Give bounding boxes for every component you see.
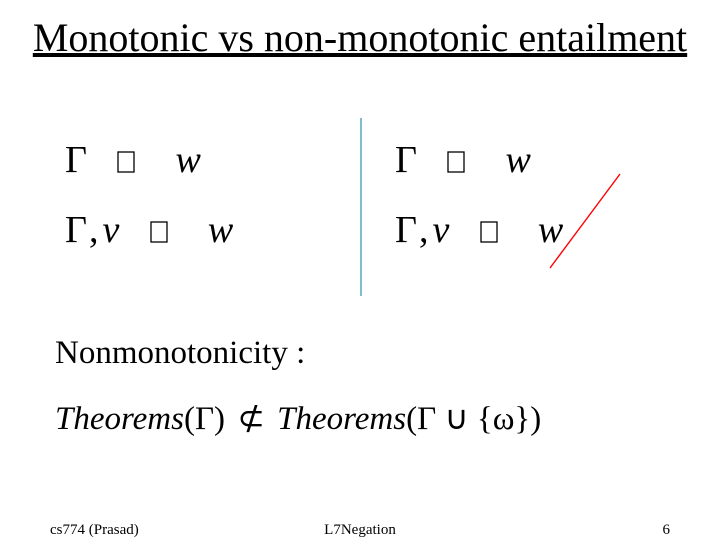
not-subset-symbol: ⊄	[233, 398, 269, 438]
entails-icon	[478, 211, 500, 255]
entails-icon	[148, 211, 170, 255]
nonmono-row-2: Γ,v w	[395, 208, 675, 255]
footer-page-number: 6	[663, 522, 671, 539]
mono-row-2: Γ,v w	[65, 208, 325, 255]
entails-icon	[445, 141, 467, 185]
gamma-symbol: Γ	[65, 139, 87, 181]
nonmono-row-1: Γ w	[395, 138, 675, 185]
w-symbol: w	[505, 139, 530, 181]
definition-formula: Theorems(Γ) ⊄ Theorems(Γ ∪ {ω})	[55, 398, 675, 438]
gamma-symbol: Γ	[395, 209, 417, 251]
cup-symbol: ∪	[444, 401, 468, 437]
arg-lhs: (Γ)	[184, 401, 225, 437]
nonmonotonic-column: Γ w Γ,v w	[395, 130, 675, 300]
w-symbol: w	[538, 209, 563, 251]
slide-title: Monotonic vs non-monotonic entailment	[0, 16, 720, 60]
mono-row-1: Γ w	[65, 138, 325, 185]
v-symbol: v	[432, 209, 449, 251]
gamma-symbol: Γ	[395, 139, 417, 181]
comma: ,	[417, 209, 433, 251]
theorems-lhs: Theorems	[55, 401, 184, 437]
v-symbol: v	[102, 209, 119, 251]
nonmonotonicity-definition: Nonmonotonicity : Theorems(Γ) ⊄ Theorems…	[55, 335, 675, 438]
definition-heading: Nonmonotonicity :	[55, 335, 675, 372]
footer-center: L7Negation	[0, 522, 720, 539]
gamma-symbol: Γ	[65, 209, 87, 251]
w-symbol: w	[175, 139, 200, 181]
arg-rhs-open: (Γ	[406, 401, 444, 437]
slide: Monotonic vs non-monotonic entailment Γ …	[0, 0, 720, 540]
entailment-columns: Γ w Γ,v w	[0, 130, 720, 310]
comma: ,	[87, 209, 103, 251]
w-symbol: w	[208, 209, 233, 251]
monotonic-column: Γ w Γ,v w	[65, 130, 325, 300]
theorems-rhs: Theorems	[277, 401, 406, 437]
omega-set: {ω})	[469, 401, 542, 437]
entails-icon	[115, 141, 137, 185]
